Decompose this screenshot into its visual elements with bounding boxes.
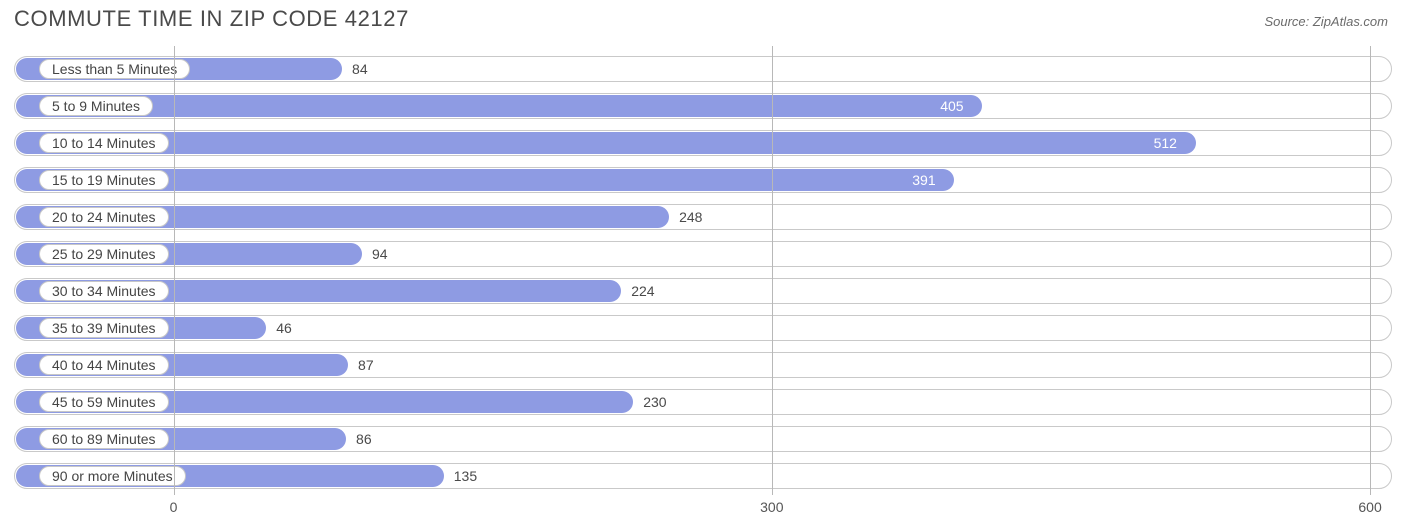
bar-row: 10 to 14 Minutes 512 [14, 130, 1392, 156]
x-axis: 0 300 600 [14, 499, 1392, 519]
category-label: 40 to 44 Minutes [39, 355, 169, 375]
x-tick-label: 300 [760, 499, 783, 515]
category-label: 90 or more Minutes [39, 466, 186, 486]
value-label: 512 [1154, 131, 1177, 155]
bar-row: Less than 5 Minutes 84 [14, 56, 1392, 82]
bar-row: 90 or more Minutes 135 [14, 463, 1392, 489]
value-label: 391 [912, 168, 935, 192]
gridline [1370, 46, 1371, 495]
x-tick-label: 600 [1358, 499, 1381, 515]
category-label: 30 to 34 Minutes [39, 281, 169, 301]
category-label: 15 to 19 Minutes [39, 170, 169, 190]
value-label: 94 [372, 242, 388, 266]
bar-row: 5 to 9 Minutes 405 [14, 93, 1392, 119]
value-label: 405 [940, 94, 963, 118]
source-attribution: Source: ZipAtlas.com [1264, 14, 1388, 29]
category-label: 45 to 59 Minutes [39, 392, 169, 412]
value-label: 230 [643, 390, 666, 414]
value-label: 135 [454, 464, 477, 488]
x-tick-label: 0 [170, 499, 178, 515]
category-label: 5 to 9 Minutes [39, 96, 153, 116]
value-label: 224 [631, 279, 654, 303]
category-label: 10 to 14 Minutes [39, 133, 169, 153]
bar-row: 40 to 44 Minutes 87 [14, 352, 1392, 378]
value-label: 248 [679, 205, 702, 229]
bar-fill [16, 132, 1196, 154]
bar-row: 30 to 34 Minutes 224 [14, 278, 1392, 304]
bar-row: 35 to 39 Minutes 46 [14, 315, 1392, 341]
category-label: 35 to 39 Minutes [39, 318, 169, 338]
source-name: ZipAtlas.com [1313, 14, 1388, 29]
chart-title: COMMUTE TIME IN ZIP CODE 42127 [14, 6, 409, 32]
category-label: 60 to 89 Minutes [39, 429, 169, 449]
bar-group: Less than 5 Minutes 84 5 to 9 Minutes 405 10… [14, 56, 1392, 489]
gridline [174, 46, 175, 495]
category-label: Less than 5 Minutes [39, 59, 190, 79]
value-label: 87 [358, 353, 374, 377]
value-label: 84 [352, 57, 368, 81]
bar-row: 60 to 89 Minutes 86 [14, 426, 1392, 452]
gridline [772, 46, 773, 495]
bar-fill [16, 95, 982, 117]
bar-row: 25 to 29 Minutes 94 [14, 241, 1392, 267]
bar-row: 45 to 59 Minutes 230 [14, 389, 1392, 415]
bar-row: 20 to 24 Minutes 248 [14, 204, 1392, 230]
source-prefix: Source: [1264, 14, 1312, 29]
plot-area: Less than 5 Minutes 84 5 to 9 Minutes 405 10… [14, 46, 1392, 495]
bar-row: 15 to 19 Minutes 391 [14, 167, 1392, 193]
value-label: 86 [356, 427, 372, 451]
category-label: 25 to 29 Minutes [39, 244, 169, 264]
category-label: 20 to 24 Minutes [39, 207, 169, 227]
value-label: 46 [276, 316, 292, 340]
